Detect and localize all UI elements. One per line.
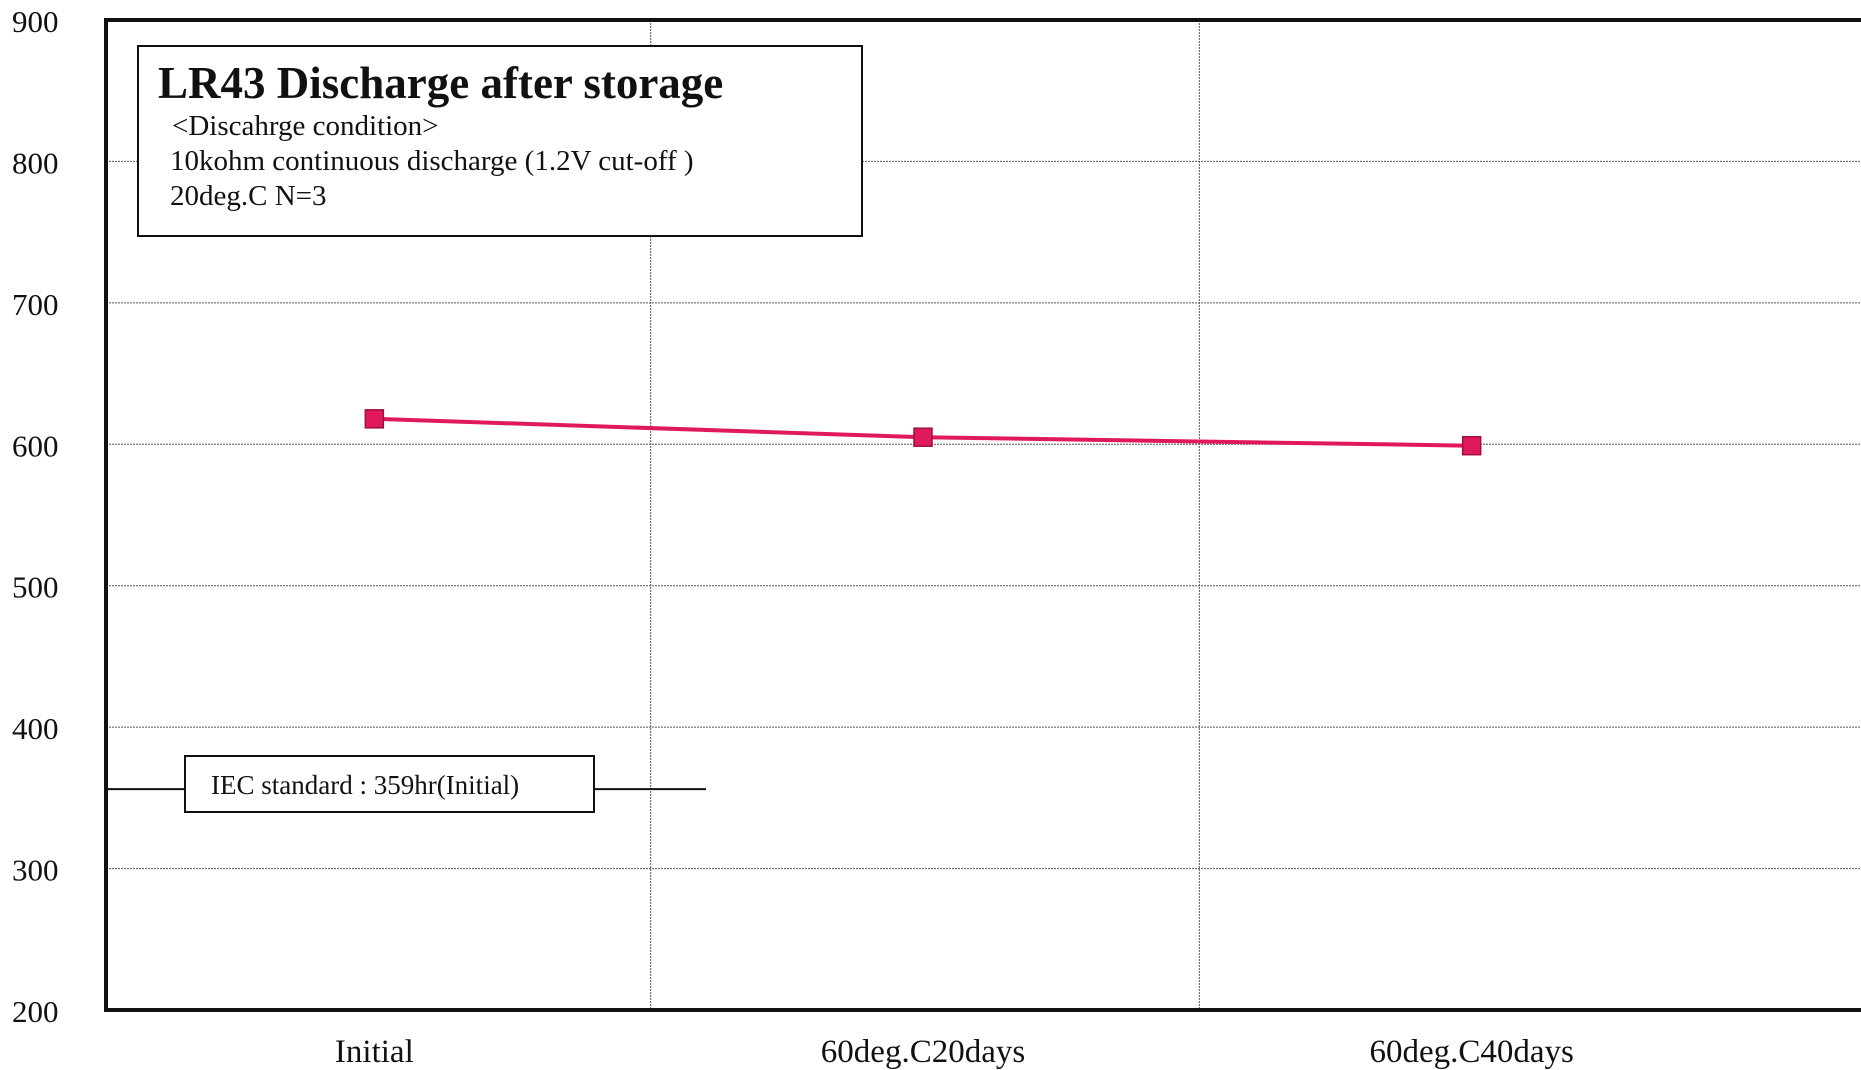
x-tick-label: Initial: [335, 1034, 414, 1070]
series-point: [913, 427, 933, 447]
series-point: [1461, 435, 1482, 456]
y-tick-label: 700: [12, 287, 59, 322]
y-tick-label: 900: [12, 4, 59, 39]
y-tick-label: 600: [12, 428, 59, 463]
y-tick-label: 400: [12, 711, 59, 746]
reference-label: IEC standard : 359hr(Initial): [211, 770, 519, 800]
y-tick-label: 300: [12, 853, 59, 888]
x-tick-labels: Initial 60deg.C20days 60deg.C40days: [335, 1034, 1574, 1070]
y-tick-label: 200: [12, 994, 59, 1029]
condition-temperature: 20deg.C N=3: [170, 180, 327, 212]
axes: [104, 18, 1861, 1012]
chart-title: LR43 Discharge after storage: [158, 58, 723, 108]
series-point: [364, 409, 385, 429]
info-box-frame: [137, 45, 863, 237]
y-tick-labels: 200 300 400 500 600 700 800 900: [12, 4, 59, 1029]
series-group: [364, 409, 1482, 456]
reference-line-group: IEC standard : 359hr(Initial): [106, 755, 706, 813]
info-box: LR43 Discharge after storage <Discahrge …: [137, 45, 863, 237]
x-tick-label: 60deg.C20days: [821, 1034, 1025, 1070]
y-tick-label: 500: [12, 570, 59, 605]
x-tick-label: 60deg.C40days: [1369, 1034, 1573, 1070]
reference-label-box: [184, 755, 595, 813]
condition-discharge: 10kohm continuous discharge (1.2V cut-of…: [170, 145, 694, 177]
condition-heading: <Discahrge condition>: [172, 110, 439, 142]
y-tick-label: 800: [12, 145, 59, 180]
